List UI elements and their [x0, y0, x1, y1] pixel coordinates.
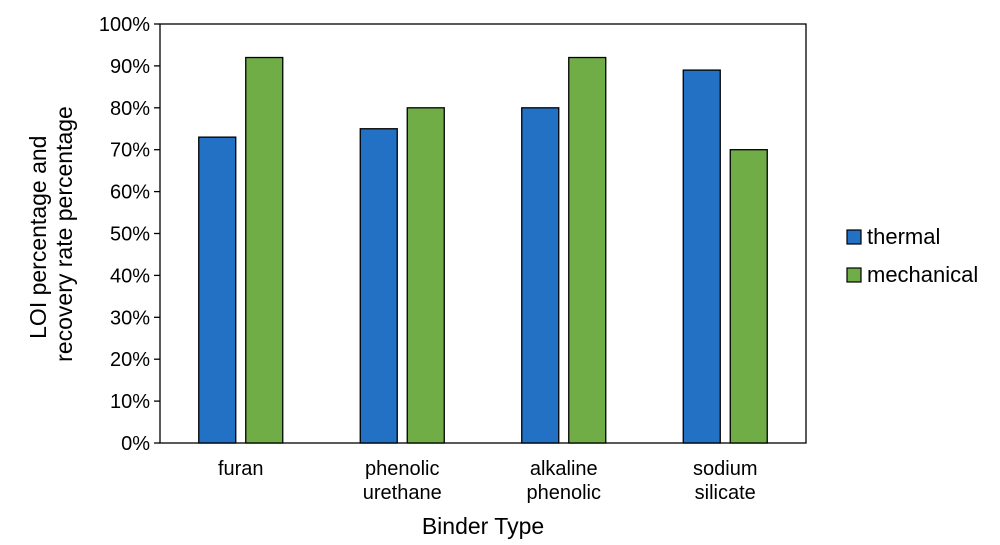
legend: thermal mechanical	[846, 224, 978, 287]
y-tick-label: 30%	[110, 307, 150, 329]
x-tick-label: alkaline phenolic	[526, 458, 601, 504]
y-tick-label: 10%	[110, 391, 150, 413]
x-tick-label-line: phenolic	[365, 458, 440, 480]
bar-thermal	[682, 69, 721, 444]
y-tick-label: 100%	[99, 14, 150, 36]
legend-swatch-thermal	[846, 229, 862, 245]
y-tick-label: 80%	[110, 98, 150, 120]
x-tick-label-line: urethane	[363, 482, 442, 504]
x-tick-label: phenolic urethane	[363, 458, 442, 504]
y-tick-label: 90%	[110, 56, 150, 78]
legend-label-thermal: thermal	[867, 224, 940, 249]
bar-mechanical	[245, 56, 284, 444]
x-tick-label-line: alkaline	[530, 458, 598, 480]
y-tick-label: 20%	[110, 349, 150, 371]
bar-thermal	[521, 107, 560, 444]
x-tick-label-line: phenolic	[526, 482, 601, 504]
y-tick-label: 40%	[110, 265, 150, 287]
x-tick-label-line: furan	[218, 458, 264, 480]
y-axis-title-line-1: LOI percentage and	[25, 136, 51, 339]
legend-swatch-mechanical	[846, 267, 862, 283]
y-tick-label: 70%	[110, 140, 150, 162]
bar-thermal	[359, 128, 398, 444]
bar-thermal	[198, 136, 237, 444]
legend-label-mechanical: mechanical	[867, 262, 978, 287]
y-tick-label: 60%	[110, 182, 150, 204]
x-axis-title: Binder Type	[422, 513, 544, 539]
y-axis-title-line-2: recovery rate percentage	[51, 106, 77, 362]
bar-mechanical	[729, 149, 768, 444]
x-tick-label-line: silicate	[695, 482, 756, 504]
y-tick-label: 0%	[121, 433, 150, 455]
bars-group	[198, 56, 768, 444]
bar-mechanical	[406, 107, 445, 444]
y-tick-label: 50%	[110, 224, 150, 246]
y-axis: 0% 10% 20% 30% 40% 50% 60% 70% 80% 90% 100%	[99, 14, 160, 455]
y-axis-title: LOI percentage and recovery rate percent…	[25, 106, 77, 362]
bar-mechanical	[568, 56, 607, 444]
x-tick-label-line: sodium	[693, 458, 757, 480]
x-tick-label: furan	[218, 458, 264, 480]
x-tick-label: sodium silicate	[693, 458, 757, 504]
